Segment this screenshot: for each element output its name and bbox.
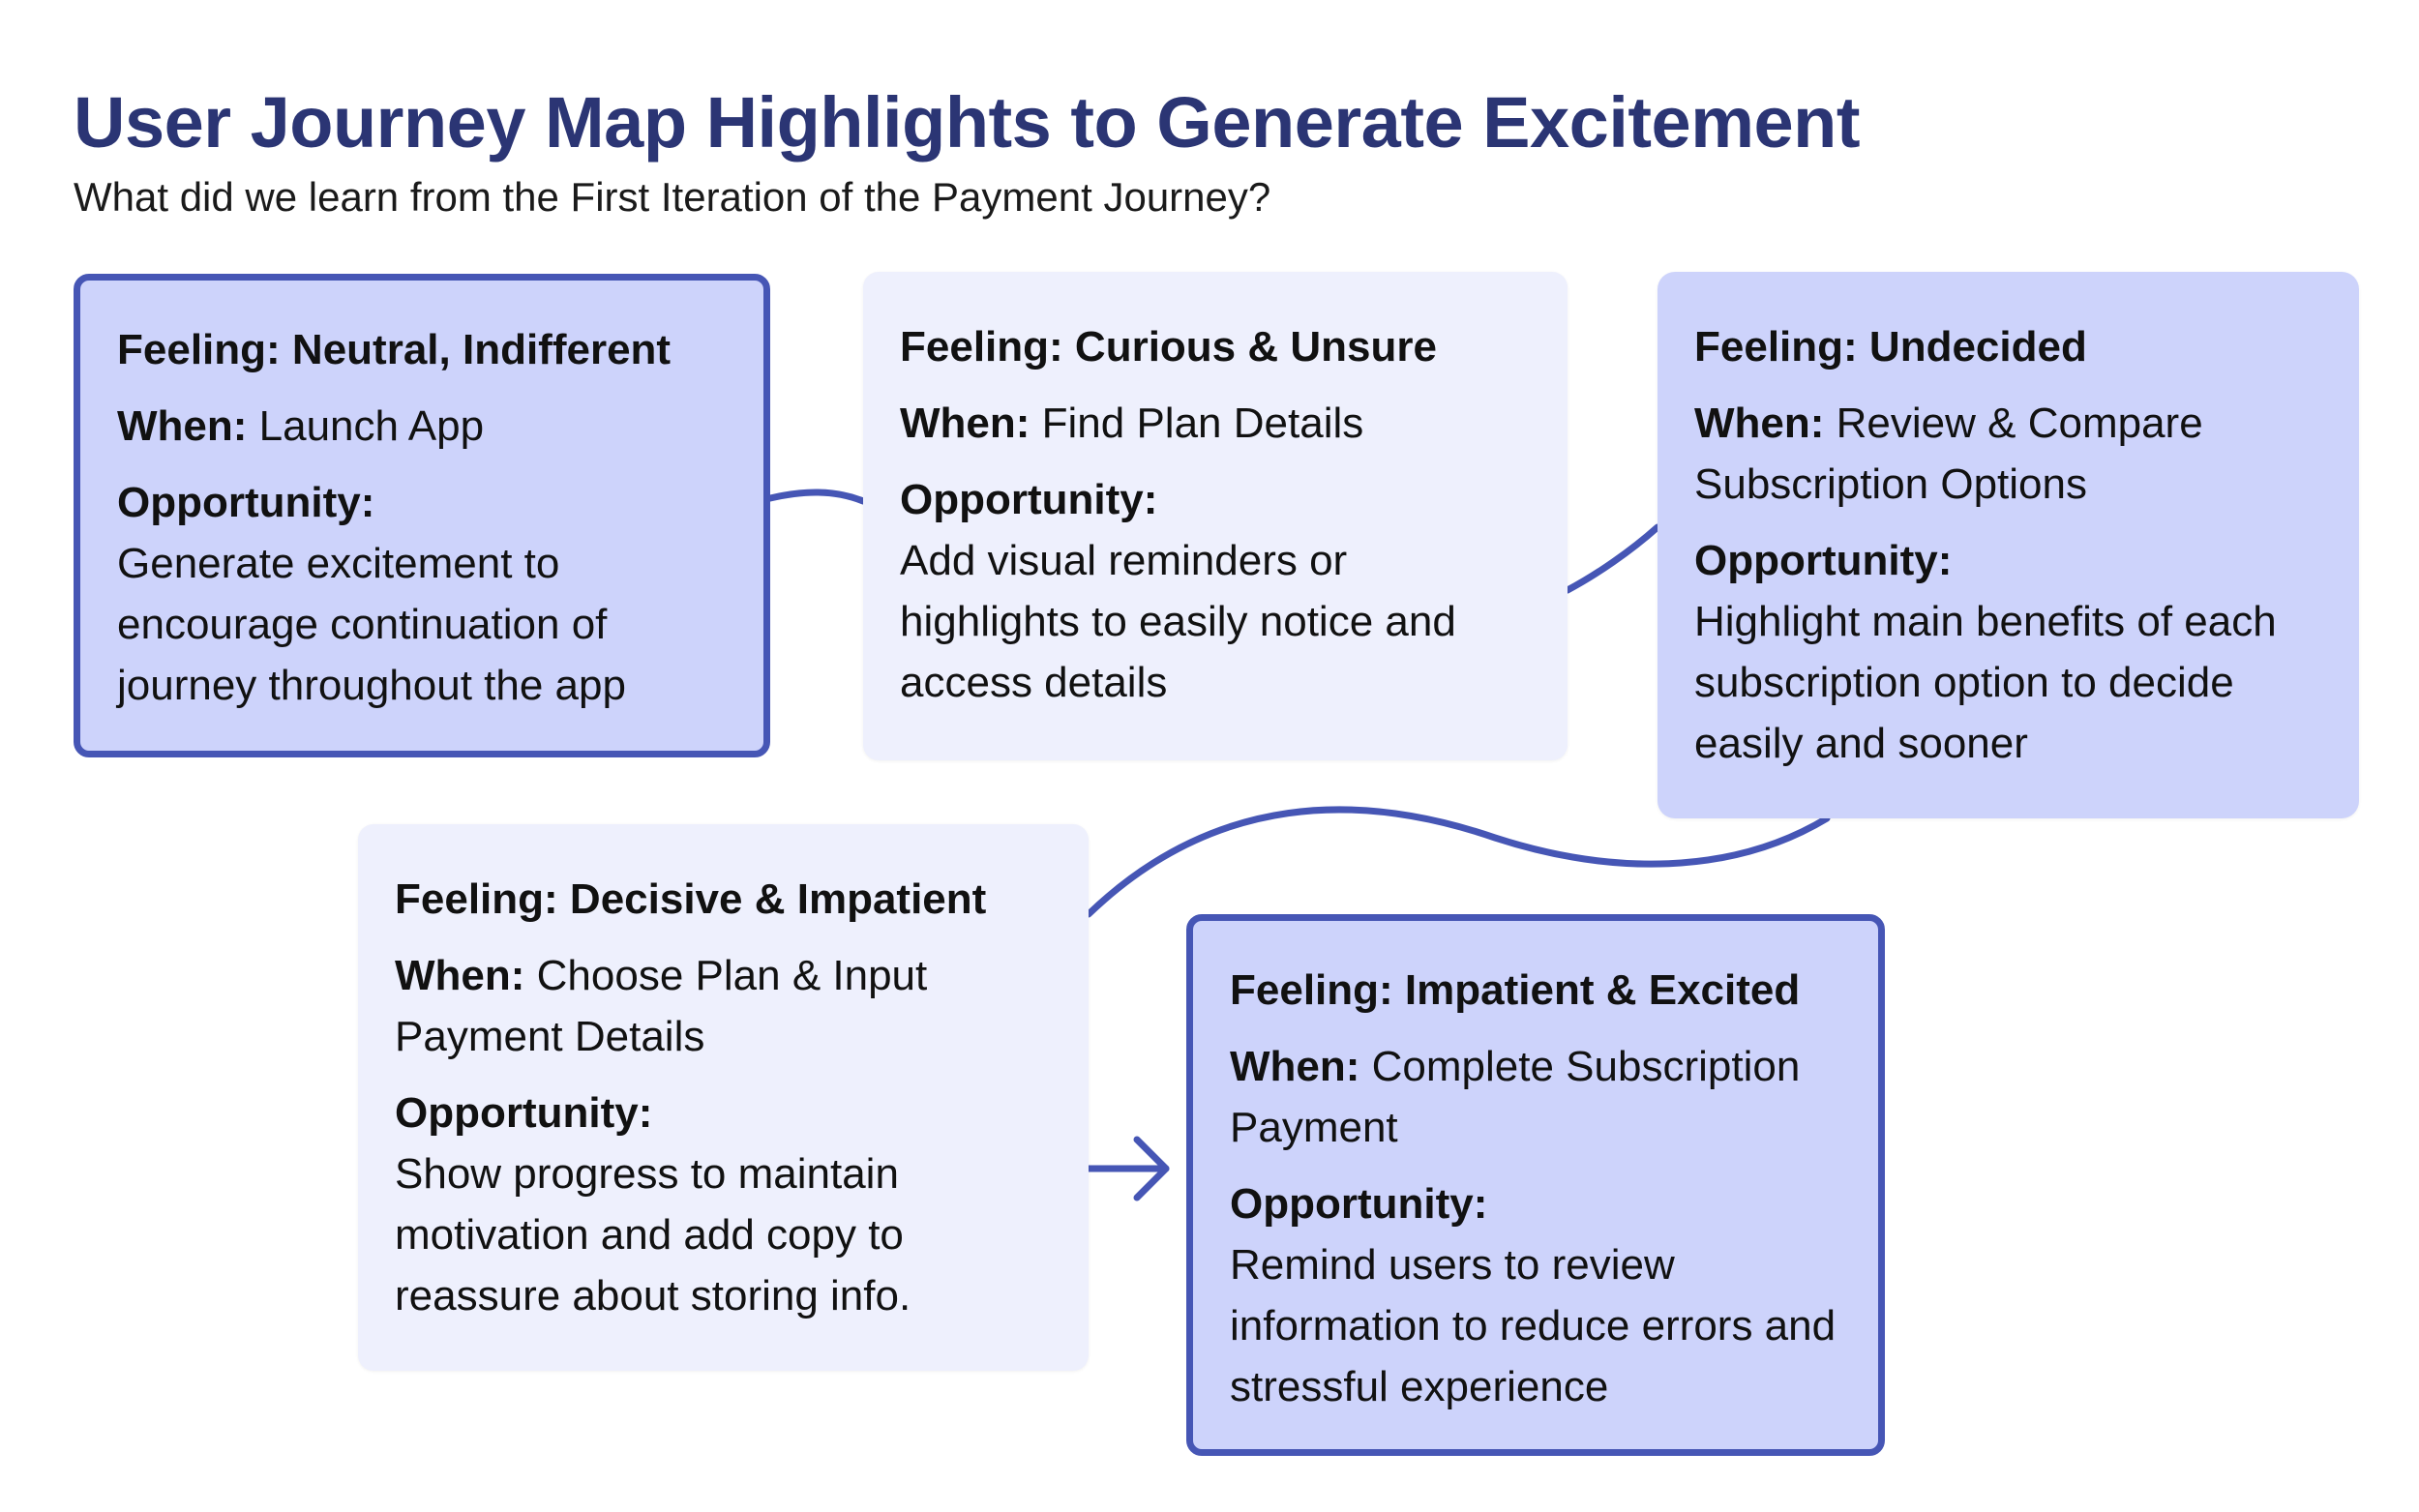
when-label: When: xyxy=(395,952,525,999)
when-line: When: Complete Subscription Payment xyxy=(1230,1036,1841,1158)
feeling-label: Feeling: xyxy=(900,323,1063,371)
feeling-label: Feeling: xyxy=(1694,323,1858,371)
feeling-value: Curious & Unsure xyxy=(1074,323,1437,371)
feeling-line: Feeling: Impatient & Excited xyxy=(1230,960,1841,1021)
when-value: Review & Compare Subscription Options xyxy=(1694,400,2203,508)
feeling-label: Feeling: xyxy=(1230,966,1393,1014)
opportunity-block: Opportunity: Highlight main benefits of … xyxy=(1694,530,2322,774)
feeling-line: Feeling: Decisive & Impatient xyxy=(395,869,1052,930)
opportunity-block: Opportunity: Remind users to review info… xyxy=(1230,1173,1841,1417)
feeling-value: Neutral, Indifferent xyxy=(291,326,672,373)
feeling-value: Undecided xyxy=(1868,323,2087,371)
opportunity-label: Opportunity: xyxy=(395,1089,653,1137)
connector-3-4 xyxy=(1085,806,1831,918)
opportunity-label: Opportunity: xyxy=(900,476,1158,523)
opportunity-block: Opportunity: Show progress to maintain m… xyxy=(395,1082,1052,1326)
page-title: User Journey Map Highlights to Generate … xyxy=(74,82,1861,163)
feeling-label: Feeling: xyxy=(117,326,281,373)
journey-card-find-plan-details: Feeling: Curious & Unsure When: Find Pla… xyxy=(863,272,1568,760)
opportunity-label: Opportunity: xyxy=(117,479,375,526)
feeling-value: Decisive & Impatient xyxy=(569,875,987,923)
feeling-label: Feeling: xyxy=(395,875,558,923)
connector-1-2 xyxy=(766,489,867,505)
opportunity-block: Opportunity: Add visual reminders or hig… xyxy=(900,469,1531,713)
feeling-line: Feeling: Neutral, Indifferent xyxy=(117,319,727,380)
journey-card-choose-plan: Feeling: Decisive & Impatient When: Choo… xyxy=(358,824,1089,1371)
when-value: Choose Plan & Input Payment Details xyxy=(395,952,928,1060)
opportunity-text: Highlight main benefits of each subscrip… xyxy=(1694,598,2277,767)
opportunity-text: Add visual reminders or highlights to ea… xyxy=(900,537,1456,706)
when-label: When: xyxy=(900,400,1030,447)
opportunity-label: Opportunity: xyxy=(1694,537,1953,584)
feeling-value: Impatient & Excited xyxy=(1404,966,1801,1014)
journey-card-complete-payment: Feeling: Impatient & Excited When: Compl… xyxy=(1186,914,1885,1456)
connector-2-3 xyxy=(1564,523,1661,594)
when-line: When: Choose Plan & Input Payment Detail… xyxy=(395,945,1052,1067)
feeling-line: Feeling: Undecided xyxy=(1694,316,2322,377)
when-label: When: xyxy=(1694,400,1825,447)
journey-card-launch-app: Feeling: Neutral, Indifferent When: Laun… xyxy=(74,274,770,757)
opportunity-label: Opportunity: xyxy=(1230,1180,1488,1228)
when-label: When: xyxy=(117,402,248,450)
opportunity-text: Generate excitement to encourage continu… xyxy=(117,540,626,709)
feeling-line: Feeling: Curious & Unsure xyxy=(900,316,1531,377)
arrowhead-icon xyxy=(1133,1136,1170,1201)
opportunity-text: Remind users to review information to re… xyxy=(1230,1241,1837,1410)
opportunity-block: Opportunity: Generate excitement to enco… xyxy=(117,472,727,716)
when-label: When: xyxy=(1230,1043,1360,1090)
page-subtitle: What did we learn from the First Iterati… xyxy=(74,174,1271,220)
opportunity-text: Show progress to maintain motivation and… xyxy=(395,1150,911,1319)
when-line: When: Launch App xyxy=(117,396,727,457)
when-line: When: Review & Compare Subscription Opti… xyxy=(1694,393,2322,515)
when-line: When: Find Plan Details xyxy=(900,393,1531,454)
journey-card-review-compare: Feeling: Undecided When: Review & Compar… xyxy=(1657,272,2359,818)
when-value: Find Plan Details xyxy=(1041,400,1364,447)
when-value: Complete Subscription Payment xyxy=(1230,1043,1801,1151)
when-value: Launch App xyxy=(258,402,485,450)
